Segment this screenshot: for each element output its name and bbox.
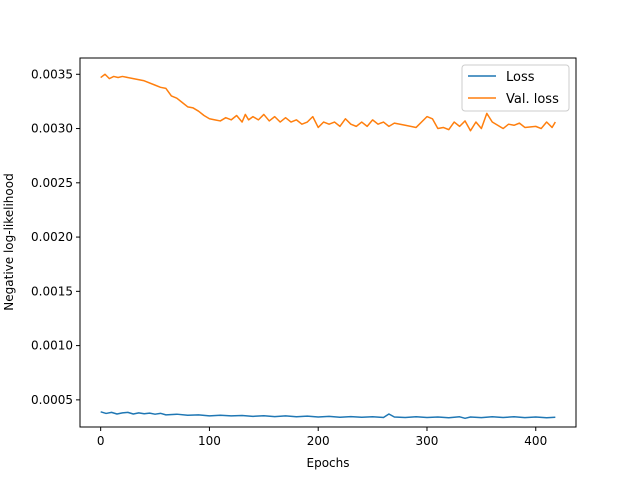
y-tick-label: 0.0035 (31, 67, 73, 81)
y-tick-label: 0.0010 (31, 339, 73, 353)
y-tick-label: 0.0020 (31, 230, 73, 244)
y-tick-label: 0.0030 (31, 122, 73, 136)
y-tick-label: 0.0015 (31, 284, 73, 298)
x-axis-title: Epochs (307, 456, 350, 470)
legend-label: Loss (506, 70, 535, 85)
y-axis-title: Negative log-likelihood (2, 173, 16, 310)
x-tick-label: 100 (198, 434, 221, 448)
x-tick-label: 200 (307, 434, 330, 448)
x-tick-label: 0 (97, 434, 105, 448)
axes-frame (79, 57, 577, 428)
series-line-loss (100, 411, 556, 420)
legend: Loss Val. loss (461, 64, 570, 112)
y-tick-label: 0.0025 (31, 176, 73, 190)
series-line-val-loss (100, 73, 556, 132)
x-tick-label: 400 (524, 434, 547, 448)
x-tick-label: 300 (416, 434, 439, 448)
legend-label: Val. loss (506, 92, 559, 107)
y-tick-label: 0.0005 (31, 393, 73, 407)
